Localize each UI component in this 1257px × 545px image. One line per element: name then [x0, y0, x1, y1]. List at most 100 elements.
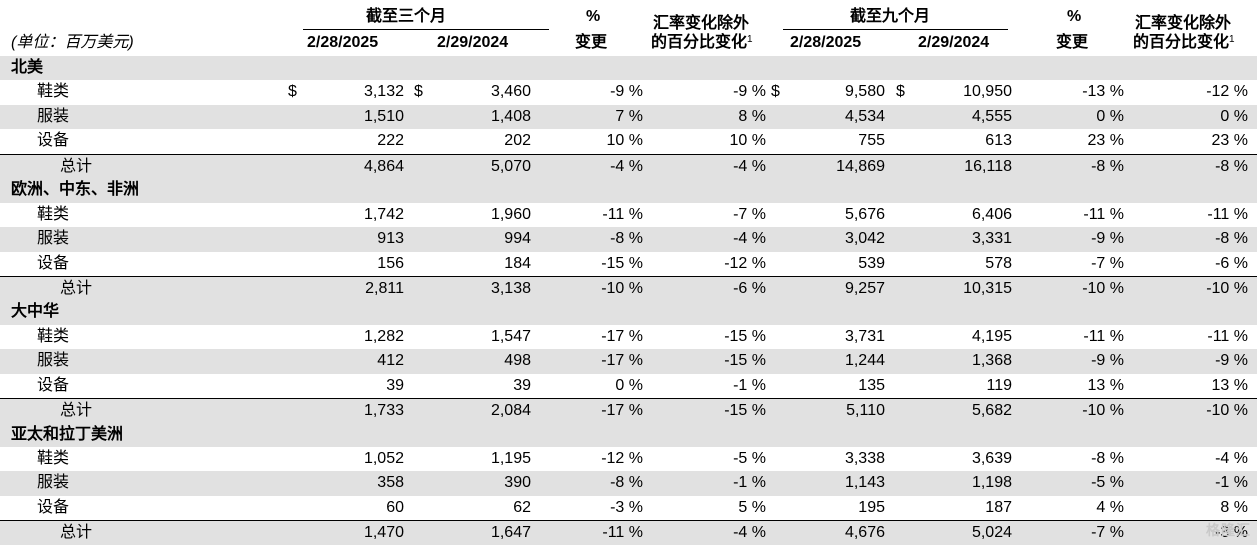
cell-q-pct: -4 % [610, 157, 643, 175]
cell-q-a: 156 [377, 254, 404, 272]
cell-n-a: 755 [858, 132, 885, 150]
cell-n-b: 119 [986, 376, 1012, 394]
cell-n-fx: -4 % [1215, 450, 1248, 467]
cell-q-fx: -7 % [733, 205, 766, 223]
cell-n-pct: -10 % [1082, 279, 1124, 297]
region-name: 欧洲、中东、非洲 [11, 181, 140, 199]
cell-n-b: 1,198 [971, 474, 1012, 492]
cell-q-a: 412 [377, 352, 404, 370]
currency-symbol: $ [288, 83, 297, 101]
cell-n-pct: -7 % [1091, 254, 1124, 272]
cell-n-b: 1,368 [971, 352, 1012, 370]
cell-n-a: 3,338 [844, 450, 885, 467]
cell-q-fx: -4 % [733, 230, 766, 248]
cell-n-b: 5,024 [971, 524, 1012, 542]
cell-q-b: 1,960 [490, 205, 531, 223]
cell-n-b: 578 [985, 254, 1012, 272]
cell-n-pct: -5 % [1091, 474, 1124, 492]
col-n-fx-footnote: 1 [1229, 34, 1235, 45]
table-row: 设备 60 62 -3 % 5 % 195 187 4 % 8 % [0, 496, 1257, 520]
cell-q-pct: -8 % [610, 230, 643, 248]
region-header-row: 亚太和拉丁美洲 [0, 422, 1257, 447]
cell-n-a: 1,244 [844, 352, 885, 370]
cell-n-b: 4,195 [971, 327, 1012, 345]
cell-q-b: 62 [513, 498, 531, 516]
cell-q-a: 1,470 [363, 524, 404, 542]
col-n-fx-line1: 汇率变化除外 [1135, 15, 1232, 32]
table-header: 截至三个月 截至九个月 (单位：百万美元) 2/28/2025 2/29/202… [0, 0, 1257, 56]
cell-n-fx: -11 % [1207, 205, 1248, 223]
cell-n-a: 5,110 [846, 402, 885, 420]
cell-n-a: 135 [858, 376, 885, 394]
cell-q-fx: -12 % [724, 254, 766, 272]
revenue-table: 北美 鞋类 $ $ $ $3,132 3,460 -9 % -9 % 9,580 10,950 -13… [0, 56, 1257, 545]
cell-q-pct: -17 % [601, 352, 643, 370]
cell-q-pct: -9 % [610, 83, 643, 101]
cell-q-pct: -12 % [601, 450, 643, 467]
cell-n-pct: 23 % [1087, 132, 1124, 150]
cell-n-a: 195 [858, 498, 885, 516]
cell-n-a: 5,676 [844, 205, 885, 223]
nine-months-rule [783, 29, 1008, 30]
cell-n-pct: -9 % [1091, 230, 1124, 248]
cell-q-a: 39 [386, 376, 404, 394]
category-label: 鞋类 [37, 83, 70, 101]
cell-q-fx: -4 % [733, 157, 766, 175]
cell-n-pct: -11 % [1083, 205, 1124, 223]
cell-n-a: 539 [858, 254, 885, 272]
category-label: 设备 [37, 376, 70, 394]
nine-months-title: 截至九个月 [850, 8, 931, 25]
category-label: 服装 [37, 352, 70, 370]
col-n-pct-change: 变更 [1056, 34, 1089, 51]
cell-n-b: 16,118 [964, 157, 1012, 175]
cell-n-a: 4,534 [844, 107, 885, 125]
cell-n-a: 14,869 [836, 157, 885, 175]
col-n-fx-line2: 的百分比变化1 [1133, 33, 1235, 53]
cell-n-a: 3,042 [844, 230, 885, 248]
cell-n-fx: 13 % [1211, 376, 1248, 394]
cell-q-fx: -9 % [733, 83, 766, 101]
category-label: 服装 [37, 230, 70, 248]
cell-n-pct: -11 % [1083, 327, 1124, 345]
cell-q-a: 60 [386, 498, 404, 516]
cell-q-a: 913 [377, 230, 404, 248]
cell-n-fx: -3 % [1215, 524, 1248, 542]
cell-n-b: 3,331 [971, 230, 1012, 248]
table-row: 服装 412 498 -17 % -15 % 1,244 1,368 -9 % -9 % [0, 349, 1257, 374]
table-row: 鞋类 1,052 1,195 -12 % -5 % 3,338 3,639 -8 % -4 % [0, 447, 1257, 471]
cell-q-pct: -11 % [602, 524, 643, 542]
cell-n-b: 613 [985, 132, 1012, 150]
cell-q-b: 3,138 [490, 279, 531, 297]
table-row: 服装 1,510 1,408 7 % 8 % 4,534 4,555 0 % 0 % [0, 104, 1257, 130]
category-label: 设备 [37, 132, 70, 150]
cell-n-pct: -10 % [1082, 402, 1124, 420]
col-n-date-a: 2/28/2025 [790, 34, 862, 51]
cell-q-b: 2,084 [490, 402, 531, 420]
cell-n-fx: -9 % [1215, 352, 1248, 370]
three-months-rule [303, 29, 549, 30]
table-row: 服装 913 994 -8 % -4 % 3,042 3,331 -9 % -8 % [0, 227, 1257, 252]
total-label: 总计 [60, 524, 93, 542]
col-q-fx-line2: 的百分比变化1 [651, 33, 753, 53]
col-n-fx-line2-text: 的百分比变化 [1133, 34, 1230, 51]
total-label: 总计 [60, 157, 93, 175]
cell-q-a: 1,052 [363, 450, 404, 467]
category-label: 鞋类 [37, 205, 70, 223]
cell-n-fx: -11 % [1207, 327, 1248, 345]
cell-q-a: 3,132 [363, 83, 404, 101]
cell-q-pct: -17 % [601, 327, 643, 345]
cell-n-pct: 13 % [1087, 376, 1124, 394]
cell-n-fx: -10 % [1206, 279, 1248, 297]
col-n-date-b: 2/29/2024 [918, 34, 990, 51]
cell-q-a: 1,510 [363, 107, 404, 125]
total-label: 总计 [60, 402, 93, 420]
total-label: 总计 [60, 279, 93, 297]
cell-q-pct: -17 % [601, 402, 643, 420]
cell-q-fx: 8 % [738, 107, 766, 125]
cell-q-fx: -4 % [733, 524, 766, 542]
cell-n-a: 1,143 [844, 474, 885, 492]
region-name: 北美 [11, 59, 44, 76]
cell-n-a: 3,731 [844, 327, 885, 345]
col-q-pct-change: 变更 [575, 34, 608, 51]
table-row: 鞋类 1,742 1,960 -11 % -7 % 5,676 6,406 -11 % -11 … [0, 203, 1257, 227]
